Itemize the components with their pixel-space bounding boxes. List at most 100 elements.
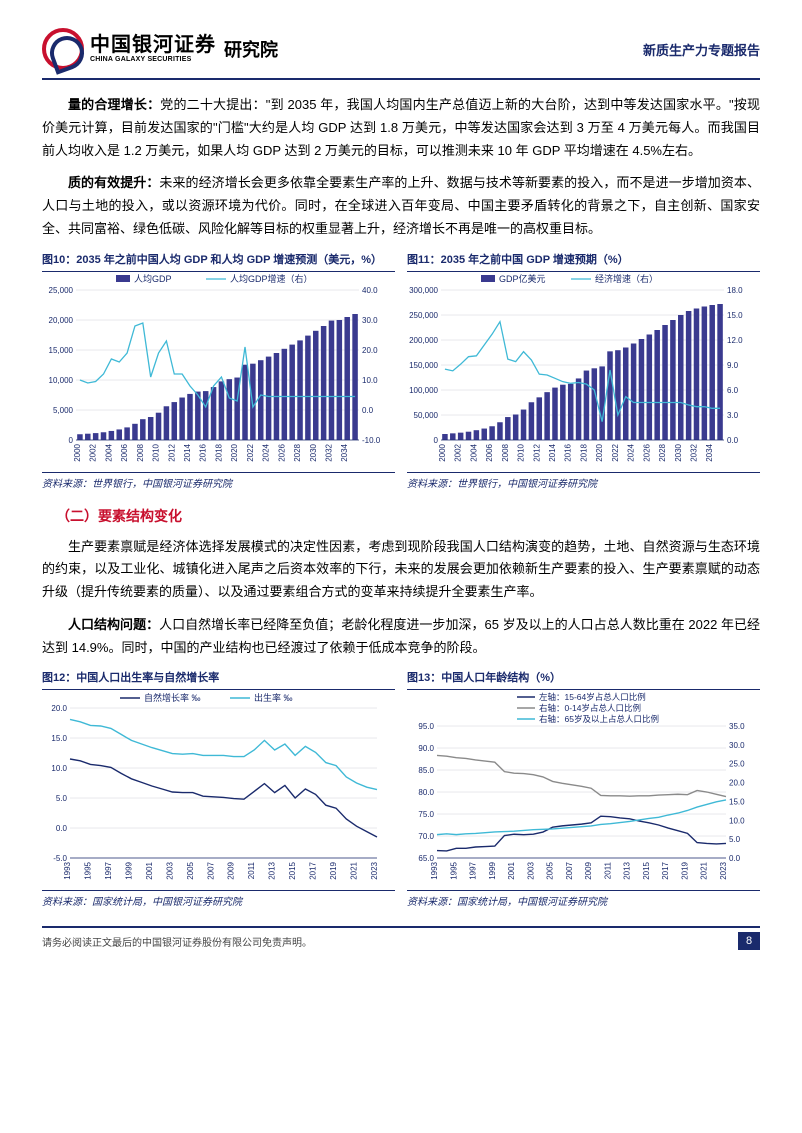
svg-text:30.0: 30.0 [729,741,745,750]
svg-text:2009: 2009 [227,862,236,880]
svg-text:2005: 2005 [546,862,555,880]
svg-text:2004: 2004 [104,443,113,461]
svg-text:2022: 2022 [611,443,620,461]
paragraph-3: 生产要素禀赋是经济体选择发展模式的决定性因素，考虑到现阶段我国人口结构演变的趋势… [42,536,760,604]
svg-text:150,000: 150,000 [409,361,438,370]
p2-lead: 质的有效提升： [68,175,159,190]
svg-text:2008: 2008 [136,443,145,461]
svg-text:12.0: 12.0 [727,336,743,345]
dept-label: 研究院 [224,36,278,62]
svg-text:20.0: 20.0 [51,704,67,713]
svg-text:1997: 1997 [469,862,478,880]
svg-text:2021: 2021 [350,862,359,880]
svg-text:10.0: 10.0 [362,376,378,385]
svg-text:2010: 2010 [152,443,161,461]
svg-text:15.0: 15.0 [51,734,67,743]
svg-text:2019: 2019 [680,862,689,880]
chart13-svg: 65.070.075.080.085.090.095.00.05.010.015… [407,690,752,890]
chart12-title: 图12：中国人口出生率与自然增长率 [42,669,395,685]
svg-text:2014: 2014 [548,443,557,461]
svg-text:2012: 2012 [167,443,176,461]
svg-text:2023: 2023 [370,862,379,880]
brand-en: CHINA GALAXY SECURITIES [90,56,216,63]
svg-text:出生率 ‰: 出生率 ‰ [254,692,293,703]
svg-text:2007: 2007 [206,862,215,880]
svg-text:2000: 2000 [438,443,447,461]
svg-text:2007: 2007 [565,862,574,880]
svg-text:90.0: 90.0 [418,744,434,753]
svg-text:2005: 2005 [186,862,195,880]
svg-text:2000: 2000 [73,443,82,461]
svg-text:2030: 2030 [309,443,318,461]
svg-text:1995: 1995 [449,862,458,880]
svg-text:2034: 2034 [340,443,349,461]
svg-text:2002: 2002 [454,443,463,461]
chart11-svg: 050,000100,000150,000200,000250,000300,0… [407,272,752,472]
svg-text:-10.0: -10.0 [362,436,381,445]
svg-text:2010: 2010 [517,443,526,461]
svg-text:2004: 2004 [469,443,478,461]
svg-text:80.0: 80.0 [418,788,434,797]
chart12-source: 资料来源：国家统计局，中国银河证券研究院 [42,893,395,908]
svg-text:经济增速（右）: 经济增速（右） [595,273,658,284]
svg-text:2001: 2001 [145,862,154,880]
paragraph-1: 量的合理增长：党的二十大提出："到 2035 年，我国人均国内生产总值迈上新的大… [42,94,760,162]
page-footer: 请务必阅读正文最后的中国银河证券股份有限公司免责声明。 8 [42,926,760,950]
chart10-title: 图10：2035 年之前中国人均 GDP 和人均 GDP 增速预测（美元，%） [42,251,395,267]
report-type: 新质生产力专题报告 [643,40,760,59]
svg-text:35.0: 35.0 [729,722,745,731]
svg-text:30.0: 30.0 [362,316,378,325]
svg-text:0.0: 0.0 [727,436,739,445]
page-header: 中国银河证券 CHINA GALAXY SECURITIES 研究院 新质生产力… [42,28,760,80]
svg-text:2003: 2003 [165,862,174,880]
svg-text:2011: 2011 [603,862,612,880]
svg-text:6.0: 6.0 [727,386,739,395]
svg-text:50,000: 50,000 [414,411,439,420]
svg-text:15.0: 15.0 [729,798,745,807]
svg-text:25,000: 25,000 [49,286,74,295]
svg-text:3.0: 3.0 [727,411,739,420]
svg-text:2003: 2003 [526,862,535,880]
svg-text:人均GDP增速（右）: 人均GDP增速（右） [230,273,313,284]
svg-text:2016: 2016 [199,443,208,461]
svg-text:2032: 2032 [689,443,698,461]
svg-text:2015: 2015 [288,862,297,880]
svg-text:1993: 1993 [63,862,72,880]
svg-text:右轴：65岁及以上占总人口比例: 右轴：65岁及以上占总人口比例 [539,714,659,724]
chart10-svg: 05,00010,00015,00020,00025,000-10.00.010… [42,272,387,472]
svg-text:2006: 2006 [485,443,494,461]
svg-text:40.0: 40.0 [362,286,378,295]
p1-lead: 量的合理增长： [68,97,160,112]
disclaimer: 请务必阅读正文最后的中国银河证券股份有限公司免责声明。 [42,934,312,949]
svg-text:2032: 2032 [324,443,333,461]
svg-text:18.0: 18.0 [727,286,743,295]
svg-text:2013: 2013 [268,862,277,880]
svg-text:2016: 2016 [564,443,573,461]
svg-text:10,000: 10,000 [49,376,74,385]
svg-text:2023: 2023 [719,862,728,880]
svg-text:2021: 2021 [700,862,709,880]
svg-text:0.0: 0.0 [56,824,68,833]
chart13-title: 图13：中国人口年龄结构（%） [407,669,760,685]
svg-text:5.0: 5.0 [729,835,741,844]
svg-text:75.0: 75.0 [418,810,434,819]
svg-text:自然增长率 ‰: 自然增长率 ‰ [144,692,201,703]
svg-text:2001: 2001 [507,862,516,880]
svg-text:1993: 1993 [430,862,439,880]
svg-text:20.0: 20.0 [362,346,378,355]
svg-text:65.0: 65.0 [418,854,434,863]
svg-text:2008: 2008 [501,443,510,461]
svg-text:10.0: 10.0 [729,817,745,826]
svg-text:1997: 1997 [104,862,113,880]
svg-text:25.0: 25.0 [729,760,745,769]
svg-text:2026: 2026 [642,443,651,461]
brand-cn: 中国银河证券 [90,35,216,56]
svg-text:左轴：15-64岁占总人口比例: 左轴：15-64岁占总人口比例 [539,692,646,702]
chart11-title: 图11：2035 年之前中国 GDP 增速预期（%） [407,251,760,267]
svg-text:2018: 2018 [214,443,223,461]
chart-row-1: 图10：2035 年之前中国人均 GDP 和人均 GDP 增速预测（美元，%） … [42,251,760,490]
svg-text:250,000: 250,000 [409,311,438,320]
svg-text:1999: 1999 [124,862,133,880]
paragraph-4: 人口结构问题：人口自然增长率已经降至负值；老龄化程度进一步加深，65 岁及以上的… [42,614,760,660]
svg-text:2026: 2026 [277,443,286,461]
